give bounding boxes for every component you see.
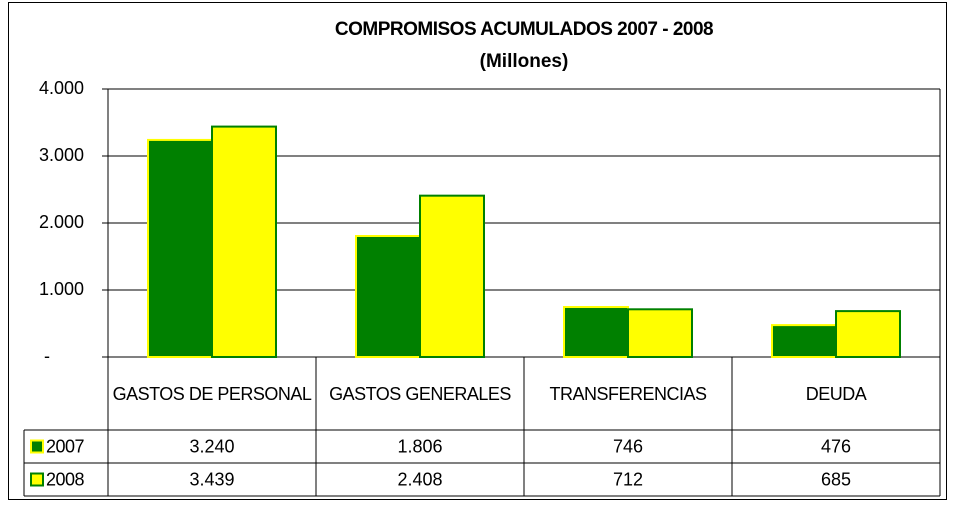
x-tick-label: GASTOS DE PERSONAL: [112, 383, 312, 404]
legend-label: 2007: [46, 436, 85, 456]
data-label: 712: [613, 469, 643, 489]
y-tick-label: 3.000: [39, 145, 84, 165]
chart-title: COMPROMISOS ACUMULADOS 2007 - 2008: [335, 19, 713, 40]
legend-key: [30, 472, 44, 487]
y-tick-label: 1.000: [39, 279, 84, 299]
legend-key: [30, 439, 44, 454]
x-tick-label-box: TRANSFERENCIAS: [549, 383, 707, 404]
x-tick-label-box: GASTOS GENERALES: [329, 383, 511, 404]
data-label: 685: [821, 469, 851, 489]
bar: [355, 234, 421, 358]
data-label: 2.408: [397, 469, 442, 489]
x-tick-label-box: DEUDA: [805, 383, 867, 404]
chart-subtitle: (Millones): [480, 51, 569, 72]
bar: [627, 308, 693, 358]
legend-label: 2008: [46, 469, 85, 489]
x-tick-label: GASTOS GENERALES: [329, 383, 511, 404]
data-label: 1.806: [397, 436, 442, 456]
data-label: 3.240: [189, 436, 234, 456]
bar: [563, 306, 629, 359]
data-label: 476: [821, 436, 851, 456]
bar: [835, 310, 901, 359]
x-tick-label: DEUDA: [805, 383, 867, 404]
bar: [147, 138, 213, 358]
bar: [771, 324, 837, 359]
y-tick-label: 2.000: [39, 212, 84, 232]
y-tick-label: -: [44, 346, 50, 366]
data-label: 746: [613, 436, 643, 456]
x-tick-label-box: GASTOS DE PERSONAL: [112, 383, 312, 404]
bar: [419, 194, 485, 358]
y-tick-label: 4.000: [39, 78, 84, 98]
data-label: 3.439: [189, 469, 234, 489]
x-tick-label: TRANSFERENCIAS: [549, 383, 707, 404]
bar: [211, 125, 277, 358]
